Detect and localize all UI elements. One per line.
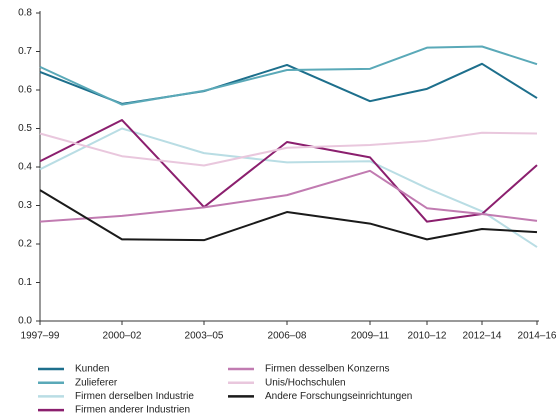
y-tick-label: 0.5 [18, 123, 32, 134]
y-tick-label: 0.6 [18, 85, 32, 96]
legend-label: Zulieferer [75, 377, 118, 388]
legend-label: Kunden [75, 364, 109, 375]
x-tick-label: 2010–12 [408, 331, 447, 342]
x-tick-label: 2009–11 [351, 331, 390, 342]
y-tick-label: 0.1 [18, 277, 32, 288]
y-tick-label: 0.4 [18, 162, 32, 173]
series-line [39, 45, 538, 106]
x-tick-label: 2003–05 [185, 331, 224, 342]
series-line [39, 169, 538, 223]
y-tick-label: 0.8 [18, 8, 32, 19]
y-tick-label: 0.0 [18, 316, 32, 327]
legend-label: Firmen derselben Industrie [75, 391, 194, 402]
legend-label: Firmen anderer Industrien [75, 405, 190, 416]
x-tick-label: 1997–99 [21, 331, 60, 342]
y-tick-label: 0.7 [18, 46, 32, 57]
legend-label: Andere Forschungseinrichtungen [265, 391, 412, 402]
y-tick-label: 0.2 [18, 239, 32, 250]
x-tick-label: 2014–16 [518, 331, 557, 342]
legend-label: Firmen desselben Konzerns [265, 364, 390, 375]
series-line [39, 131, 538, 167]
x-tick-label: 2012–14 [463, 331, 502, 342]
y-tick-label: 0.3 [18, 200, 32, 211]
x-tick-label: 2000–02 [103, 331, 142, 342]
legend-label: Unis/Hochschulen [265, 377, 346, 388]
series-line [39, 127, 538, 248]
series-line [39, 119, 538, 223]
series-line [39, 189, 538, 242]
x-tick-label: 2006–08 [268, 331, 307, 342]
